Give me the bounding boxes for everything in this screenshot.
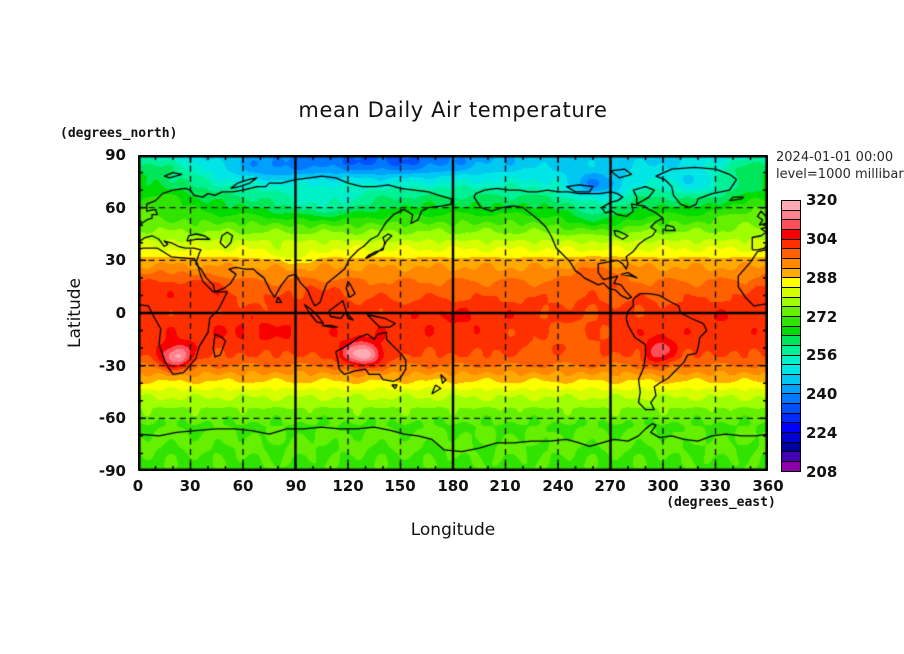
y-tick-label: 60 <box>105 199 126 217</box>
x-tick-label: 360 <box>752 477 784 495</box>
x-tick-label: 330 <box>699 477 731 495</box>
y-tick-label: -30 <box>98 357 126 375</box>
chart-title: mean Daily Air temperature <box>298 98 608 122</box>
x-tick-label: 300 <box>647 477 679 495</box>
y-tick-label: -90 <box>98 462 126 480</box>
x-tick-label: 270 <box>594 477 626 495</box>
colorbar-cell <box>781 461 801 473</box>
y-axis-units: (degrees_north) <box>60 126 178 141</box>
colorbar-tick-label: 224 <box>806 424 838 442</box>
x-axis-title: Longitude <box>410 520 496 540</box>
colorbar-tick-label: 208 <box>806 463 838 481</box>
colorbar-tick-label: 320 <box>806 191 838 209</box>
colorbar <box>781 200 801 473</box>
colorbar-tick-label: 256 <box>806 346 838 364</box>
x-tick-label: 180 <box>437 477 469 495</box>
colorbar-tick-label: 272 <box>806 308 838 326</box>
level-label: level=1000 millibars <box>776 167 904 182</box>
x-tick-label: 150 <box>384 477 416 495</box>
x-tick-label: 210 <box>489 477 521 495</box>
colorbar-tick-label: 240 <box>806 385 838 403</box>
x-tick-label: 240 <box>542 477 574 495</box>
x-tick-label: 30 <box>179 477 201 495</box>
x-tick-label: 120 <box>332 477 364 495</box>
timestamp-label: 2024-01-01 00:00 <box>776 150 894 165</box>
colorbar-tick-label: 288 <box>806 269 838 287</box>
x-tick-label: 0 <box>132 477 144 495</box>
map-canvas <box>138 155 768 471</box>
x-tick-label: 60 <box>232 477 254 495</box>
x-tick-label: 90 <box>285 477 307 495</box>
colorbar-tick-label: 304 <box>806 230 838 248</box>
y-tick-label: 0 <box>115 304 126 322</box>
map-plot-area <box>138 155 768 471</box>
y-tick-label: -60 <box>98 409 126 427</box>
y-tick-label: 90 <box>105 146 126 164</box>
x-axis-units: (degrees_east) <box>666 495 776 510</box>
y-tick-label: 30 <box>105 251 126 269</box>
